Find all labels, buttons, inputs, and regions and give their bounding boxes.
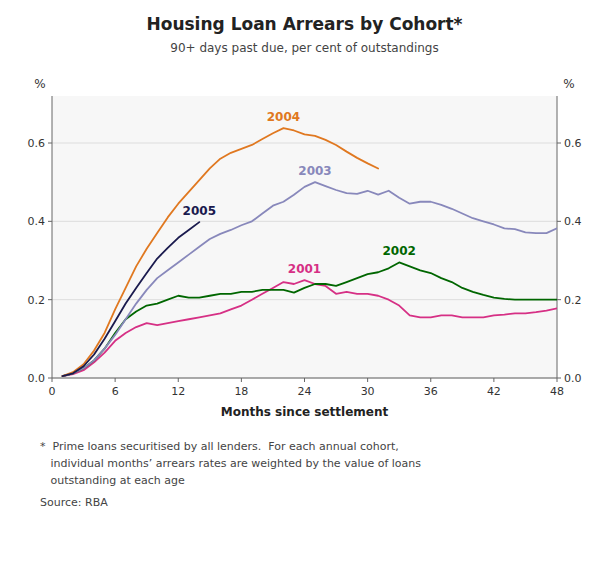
y-axis <box>52 96 53 378</box>
y2-tick-label: 0.4 <box>564 215 582 228</box>
y2-tick <box>557 299 561 300</box>
x-tick-label: 36 <box>424 385 438 398</box>
y2-tick <box>557 378 561 379</box>
series-label: 2003 <box>298 164 331 178</box>
y-tick <box>48 221 52 222</box>
y-tick <box>48 378 52 379</box>
footnote: outstanding at each age <box>40 474 185 487</box>
x-tick <box>115 378 116 382</box>
x-tick <box>241 378 242 382</box>
x-tick-label: 6 <box>112 385 119 398</box>
x-axis-label: Months since settlement <box>221 405 389 419</box>
y2-axis-label: % <box>563 77 574 91</box>
y2-tick-label: 0.2 <box>564 294 582 307</box>
series-label: 2001 <box>288 262 321 276</box>
subtitle: 90+ days past due, per cent of outstandi… <box>170 41 438 55</box>
x-tick-label: 12 <box>171 385 185 398</box>
chart: Housing Loan Arrears by Cohort* 90+ days … <box>0 0 609 587</box>
series-label: 2005 <box>183 204 216 218</box>
footnote: individual months’ arrears rates are wei… <box>40 457 421 470</box>
y-tick <box>48 143 52 144</box>
lines <box>63 128 557 376</box>
grid-line <box>52 378 557 379</box>
x-tick-label: 42 <box>487 385 501 398</box>
footnote: * Prime loans securitised by all lenders… <box>40 440 399 453</box>
x-tick-label: 30 <box>361 385 375 398</box>
series-line <box>63 128 379 376</box>
x-tick <box>178 378 179 382</box>
series-line <box>63 262 557 376</box>
x-tick-label: 24 <box>298 385 312 398</box>
y2-tick-label: 0.6 <box>564 137 582 150</box>
series-label: 2004 <box>267 110 300 124</box>
y-axis-label: % <box>34 77 45 91</box>
grid-line <box>52 143 557 144</box>
x-tick-label: 0 <box>49 385 56 398</box>
series-label: 2002 <box>382 244 415 258</box>
x-tick <box>52 378 53 382</box>
x-tick-label: 18 <box>234 385 248 398</box>
x-axis <box>52 378 557 379</box>
title: Housing Loan Arrears by Cohort* <box>146 14 462 34</box>
y-tick-label: 0.4 <box>28 215 46 228</box>
x-tick <box>430 378 431 382</box>
x-tick <box>493 378 494 382</box>
x-tick-label: 48 <box>550 385 564 398</box>
y-tick-label: 0.0 <box>28 372 46 385</box>
y2-tick <box>557 221 561 222</box>
x-tick <box>367 378 368 382</box>
y2-tick-label: 0.0 <box>564 372 582 385</box>
y2-axis <box>557 96 558 378</box>
x-tick <box>304 378 305 382</box>
y2-tick <box>557 143 561 144</box>
y-tick <box>48 299 52 300</box>
series-line <box>63 182 557 376</box>
footnote: Source: RBA <box>40 496 108 509</box>
plot-area <box>52 96 557 378</box>
y-tick-label: 0.6 <box>28 137 46 150</box>
series-line <box>63 222 200 376</box>
y-tick-label: 0.2 <box>28 294 46 307</box>
x-tick <box>557 378 558 382</box>
